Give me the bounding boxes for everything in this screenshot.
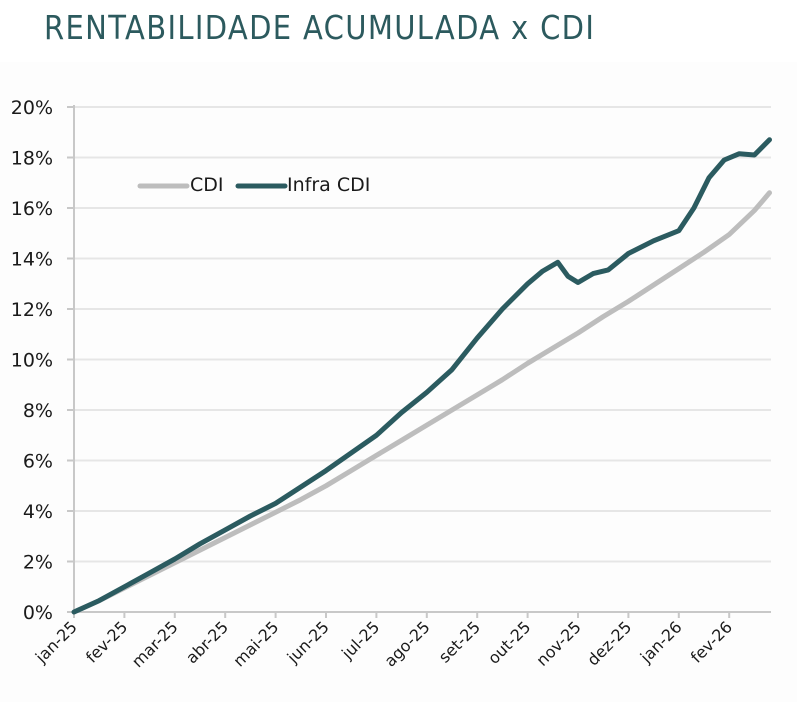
x-tick-label: nov-25 — [532, 617, 584, 669]
x-tick-label: jun-25 — [283, 617, 333, 667]
y-tick-label: 12% — [11, 299, 53, 321]
y-tick-label: 6% — [23, 451, 53, 473]
y-tick-label: 14% — [11, 249, 53, 271]
y-tick-label: 18% — [11, 148, 53, 170]
y-tick-label: 10% — [11, 350, 53, 372]
x-tick-label: jan-25 — [31, 617, 81, 667]
x-tick-label: fev-25 — [82, 617, 131, 666]
x-tick-label: out-25 — [484, 617, 534, 667]
series-line-infra-cdi — [71, 137, 772, 615]
chart-background — [0, 62, 797, 702]
y-axis-ticks: 0% 2% 4% 6% 8% 10% 12% 14% 16% 18% 20% — [11, 97, 75, 624]
legend-label-infra-cdi: Infra CDI — [287, 174, 370, 196]
chart-title: RENTABILIDADE ACUMULADA x CDI — [44, 8, 596, 47]
y-tick-label: 8% — [23, 400, 53, 422]
x-tick-label: abr-25 — [182, 617, 232, 667]
x-tick-label: jul-25 — [337, 617, 383, 663]
grid-lines — [74, 106, 771, 563]
x-tick-label: set-25 — [435, 617, 484, 666]
legend-label-cdi: CDI — [190, 174, 224, 196]
x-tick-label: ago-25 — [380, 617, 433, 670]
legend: CDI Infra CDI — [137, 174, 370, 196]
x-tick-label: jan-26 — [636, 617, 686, 667]
y-tick-label: 2% — [23, 552, 53, 574]
x-tick-label: dez-25 — [583, 617, 635, 669]
x-tick-label: mar-25 — [128, 617, 182, 671]
x-tick-label: mai-25 — [229, 617, 282, 670]
y-tick-label: 4% — [23, 501, 53, 523]
x-tick-label: fev-26 — [687, 617, 736, 666]
series-line-cdi — [71, 190, 772, 615]
y-tick-label: 16% — [11, 198, 53, 220]
y-tick-label: 0% — [23, 602, 53, 624]
y-tick-label: 20% — [11, 97, 53, 119]
series-lines — [71, 137, 772, 615]
